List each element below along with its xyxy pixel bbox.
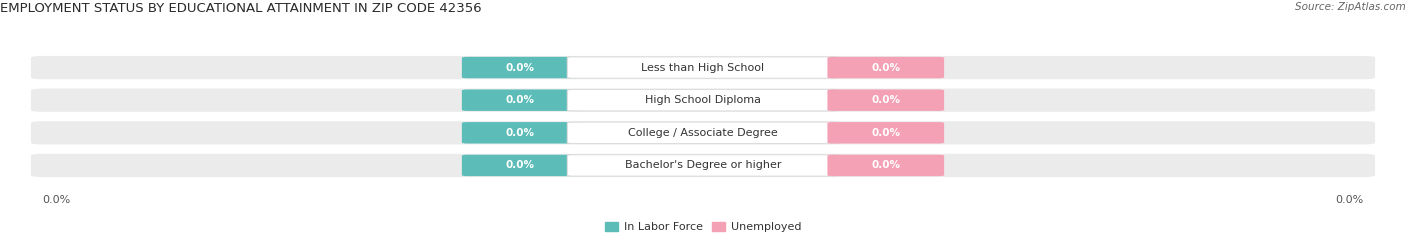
Text: College / Associate Degree: College / Associate Degree bbox=[628, 128, 778, 138]
FancyBboxPatch shape bbox=[827, 122, 945, 144]
Text: EMPLOYMENT STATUS BY EDUCATIONAL ATTAINMENT IN ZIP CODE 42356: EMPLOYMENT STATUS BY EDUCATIONAL ATTAINM… bbox=[0, 2, 482, 15]
FancyBboxPatch shape bbox=[461, 89, 579, 111]
Text: 0.0%: 0.0% bbox=[1336, 195, 1364, 205]
Text: 0.0%: 0.0% bbox=[872, 128, 900, 138]
Text: 0.0%: 0.0% bbox=[872, 95, 900, 105]
Text: 0.0%: 0.0% bbox=[506, 161, 534, 170]
Text: 0.0%: 0.0% bbox=[506, 95, 534, 105]
Text: 0.0%: 0.0% bbox=[42, 195, 70, 205]
FancyBboxPatch shape bbox=[31, 89, 1375, 112]
FancyBboxPatch shape bbox=[567, 89, 839, 111]
FancyBboxPatch shape bbox=[31, 154, 1375, 177]
Text: Bachelor's Degree or higher: Bachelor's Degree or higher bbox=[624, 161, 782, 170]
Text: High School Diploma: High School Diploma bbox=[645, 95, 761, 105]
FancyBboxPatch shape bbox=[31, 56, 1375, 79]
FancyBboxPatch shape bbox=[461, 155, 579, 176]
Text: Source: ZipAtlas.com: Source: ZipAtlas.com bbox=[1295, 2, 1406, 12]
Text: 0.0%: 0.0% bbox=[506, 63, 534, 72]
FancyBboxPatch shape bbox=[567, 57, 839, 78]
FancyBboxPatch shape bbox=[461, 122, 579, 144]
FancyBboxPatch shape bbox=[31, 121, 1375, 144]
FancyBboxPatch shape bbox=[567, 122, 839, 144]
FancyBboxPatch shape bbox=[827, 57, 945, 78]
Text: 0.0%: 0.0% bbox=[872, 63, 900, 72]
FancyBboxPatch shape bbox=[827, 155, 945, 176]
Text: Less than High School: Less than High School bbox=[641, 63, 765, 72]
Text: 0.0%: 0.0% bbox=[506, 128, 534, 138]
FancyBboxPatch shape bbox=[461, 57, 579, 78]
FancyBboxPatch shape bbox=[567, 155, 839, 176]
Legend: In Labor Force, Unemployed: In Labor Force, Unemployed bbox=[600, 217, 806, 233]
FancyBboxPatch shape bbox=[827, 89, 945, 111]
Text: 0.0%: 0.0% bbox=[872, 161, 900, 170]
